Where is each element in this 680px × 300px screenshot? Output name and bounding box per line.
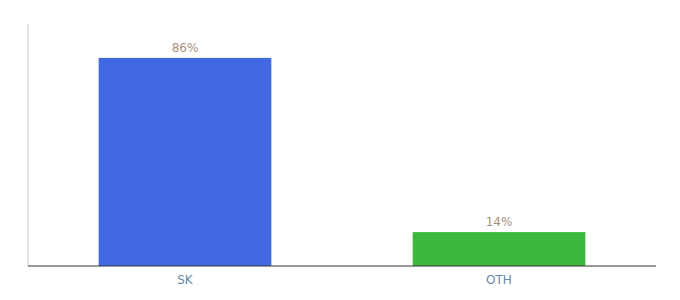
chart-svg: SK OTH 86% 14% xyxy=(0,0,680,300)
plot-area: SK OTH 86% 14% xyxy=(28,24,656,287)
bar xyxy=(413,232,586,266)
y-axis-line xyxy=(28,24,29,266)
data-label: 14% xyxy=(486,215,513,229)
x-tick-label: OTH xyxy=(486,273,512,287)
chart-container: SK OTH 86% 14% xyxy=(0,0,680,300)
bars xyxy=(99,58,586,266)
data-label: 86% xyxy=(172,41,199,55)
bar xyxy=(99,58,272,266)
x-axis-line xyxy=(28,266,656,267)
x-tick-label: SK xyxy=(177,273,194,287)
page: {"chart_data": {"type": "bar", "categori… xyxy=(0,0,680,300)
